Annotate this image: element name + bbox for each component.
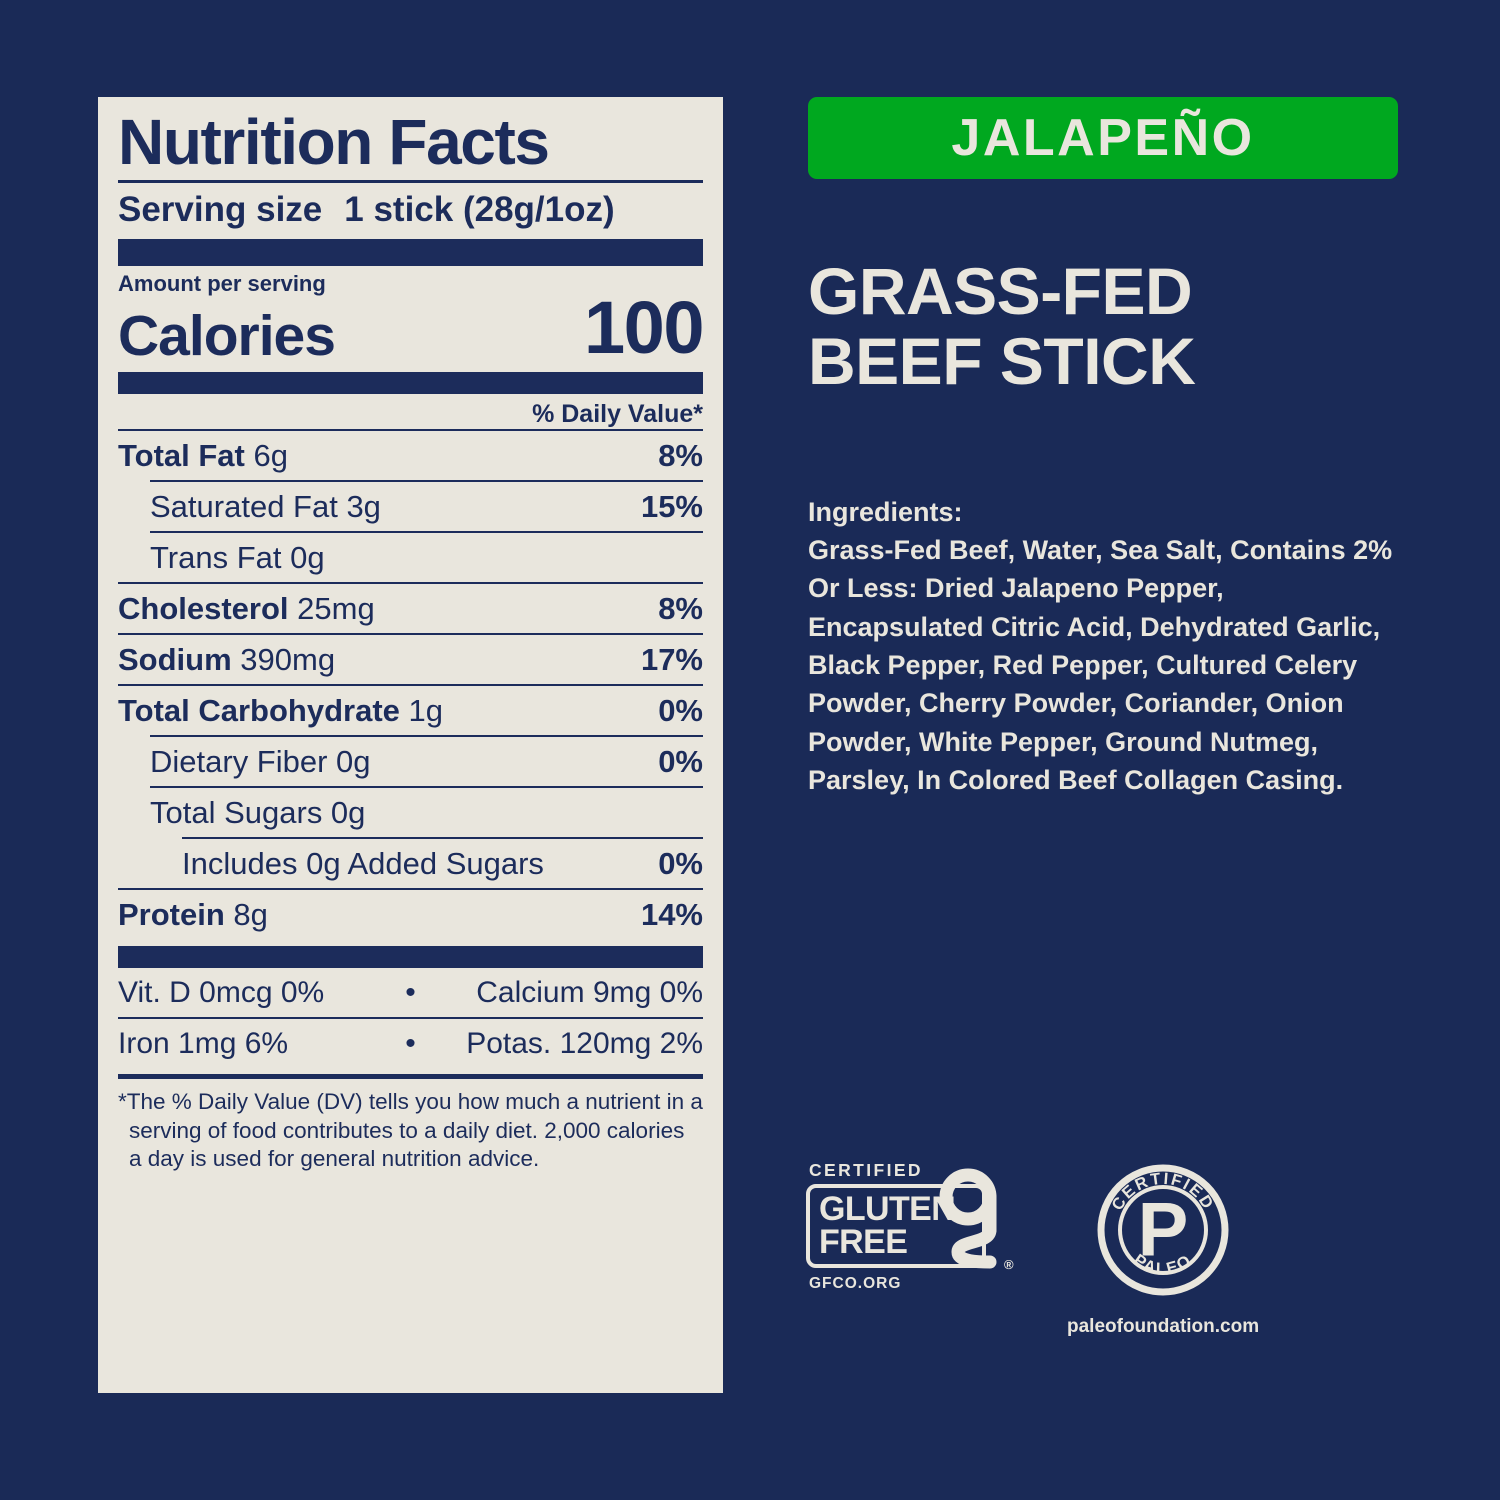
nutrient-percent-added-sugars: 0% xyxy=(658,845,703,881)
row-divider xyxy=(150,479,703,482)
paleo-foundation-url: paleofoundation.com xyxy=(1067,1316,1260,1337)
micronutrient-row-2: Iron 1mg 6% • Potas. 120mg 2% xyxy=(118,1019,703,1068)
title-divider xyxy=(118,179,703,183)
calories-value: 100 xyxy=(584,285,704,369)
calories-row: Calories 100 xyxy=(118,285,704,369)
product-title-line-2: BEEF STICK xyxy=(808,323,1196,398)
gluten-free-line-2: FREE xyxy=(819,1222,908,1261)
nutrient-label-protein: Protein 8g xyxy=(118,896,268,932)
micronutrient-potassium: Potas. 120mg 2% xyxy=(466,1026,703,1060)
nutrition-facts-panel: Nutrition Facts Serving size 1 stick (28… xyxy=(98,97,723,1393)
row-divider xyxy=(150,785,703,788)
nutrient-row-added-sugars: Includes 0g Added Sugars 0% xyxy=(118,839,703,888)
dv-divider xyxy=(118,428,703,431)
calories-label: Calories xyxy=(118,303,336,368)
nutrient-percent-protein: 14% xyxy=(640,896,703,932)
ingredients-heading: Ingredients: xyxy=(808,496,963,527)
nutrient-label-dietary-fiber: Dietary Fiber 0g xyxy=(150,743,371,779)
flavor-badge-label: JALAPEÑO xyxy=(951,109,1255,167)
certified-paleo-seal-icon: CERTIFIED PALEO P xyxy=(1097,1164,1229,1296)
nutrient-label-total-carbohydrate: Total Carbohydrate 1g xyxy=(118,692,444,728)
nutrient-label-added-sugars: Includes 0g Added Sugars xyxy=(182,845,544,881)
bullet-separator-icon: • xyxy=(405,975,416,1009)
thick-divider-calories xyxy=(118,371,703,394)
nutrient-label-saturated-fat: Saturated Fat 3g xyxy=(150,488,381,524)
micronutrient-iron: Iron 1mg 6% xyxy=(118,1026,289,1060)
nutrient-row-dietary-fiber: Dietary Fiber 0g 0% xyxy=(118,737,703,786)
nutrient-row-saturated-fat: Saturated Fat 3g 15% xyxy=(118,482,703,531)
row-divider xyxy=(150,734,703,737)
footnote-divider xyxy=(118,1073,703,1079)
svg-text:P: P xyxy=(1138,1188,1189,1273)
nutrient-row-protein: Protein 8g 14% xyxy=(118,890,703,939)
serving-size-value: 1 stick (28g/1oz) xyxy=(344,189,615,229)
product-info-column: JALAPEÑO GRASS-FED BEEF STICK Ingredient… xyxy=(808,97,1398,799)
row-divider xyxy=(150,530,703,533)
gluten-free-certified-label: CERTIFIED xyxy=(809,1160,923,1180)
gfco-g-icon xyxy=(918,1168,1014,1281)
thick-divider-micronutrients xyxy=(118,945,703,968)
nutrition-facts-title: Nutrition Facts xyxy=(118,106,550,178)
daily-value-header: % Daily Value* xyxy=(532,399,703,428)
row-divider xyxy=(182,836,703,839)
nutrient-row-sodium: Sodium 390mg 17% xyxy=(118,635,703,684)
nutrient-row-total-sugars: Total Sugars 0g xyxy=(118,788,703,837)
gluten-free-line-1: GLUTEN xyxy=(819,1190,956,1228)
row-divider xyxy=(118,683,703,686)
nutrient-percent-sodium: 17% xyxy=(640,641,703,677)
row-divider xyxy=(118,887,703,890)
registered-mark-icon: ® xyxy=(1004,1257,1014,1272)
gfco-url: GFCO.ORG xyxy=(809,1275,902,1292)
serving-size-label: Serving size xyxy=(118,189,323,229)
nutrient-percent-total-fat: 8% xyxy=(658,437,703,473)
amount-per-serving-label: Amount per serving xyxy=(118,270,326,296)
thick-divider-top xyxy=(118,238,703,266)
micro-divider xyxy=(118,1016,703,1019)
micronutrient-vitamin-d: Vit. D 0mcg 0% xyxy=(118,975,325,1009)
nutrient-row-total-fat: Total Fat 6g 8% xyxy=(118,431,703,480)
nutrient-percent-dietary-fiber: 0% xyxy=(658,743,703,779)
nutrient-row-trans-fat: Trans Fat 0g xyxy=(118,533,703,582)
row-divider xyxy=(118,581,703,584)
nutrient-label-sodium: Sodium 390mg xyxy=(118,641,336,677)
nutrient-percent-saturated-fat: 15% xyxy=(640,488,703,524)
ingredients-text: Grass-Fed Beef, Water, Sea Salt, Contain… xyxy=(808,534,1393,795)
row-divider xyxy=(118,632,703,635)
nutrient-label-total-fat: Total Fat 6g xyxy=(118,437,288,473)
nutrient-label-total-sugars: Total Sugars 0g xyxy=(150,794,366,830)
gluten-free-badge: CERTIFIED GLUTEN FREE ® GFCO.ORG xyxy=(806,1160,1021,1293)
gluten-free-box: GLUTEN FREE xyxy=(806,1184,986,1268)
daily-value-footnote: *The % Daily Value (DV) tells you how mu… xyxy=(118,1088,703,1172)
certification-badges: CERTIFIED GLUTEN FREE ® GFCO.ORG xyxy=(806,1160,1259,1338)
flavor-badge: JALAPEÑO xyxy=(808,97,1398,179)
nutrient-percent-cholesterol: 8% xyxy=(658,590,703,626)
certified-paleo-badge: CERTIFIED PALEO P paleofoundation.com xyxy=(1067,1160,1259,1338)
bullet-separator-icon: • xyxy=(405,1026,416,1060)
product-title: GRASS-FED BEEF STICK xyxy=(808,254,1398,398)
serving-size-row: Serving size 1 stick (28g/1oz) xyxy=(118,190,703,230)
nutrient-row-cholesterol: Cholesterol 25mg 8% xyxy=(118,584,703,633)
nutrient-percent-total-carbohydrate: 0% xyxy=(658,692,703,728)
nutrient-row-total-carbohydrate: Total Carbohydrate 1g 0% xyxy=(118,686,703,735)
nutrient-label-trans-fat: Trans Fat 0g xyxy=(150,539,325,575)
micronutrient-calcium: Calcium 9mg 0% xyxy=(476,975,703,1009)
product-title-line-1: GRASS-FED xyxy=(808,254,1193,328)
micronutrient-row-1: Vit. D 0mcg 0% • Calcium 9mg 0% xyxy=(118,968,703,1017)
nutrient-label-cholesterol: Cholesterol 25mg xyxy=(118,590,375,626)
